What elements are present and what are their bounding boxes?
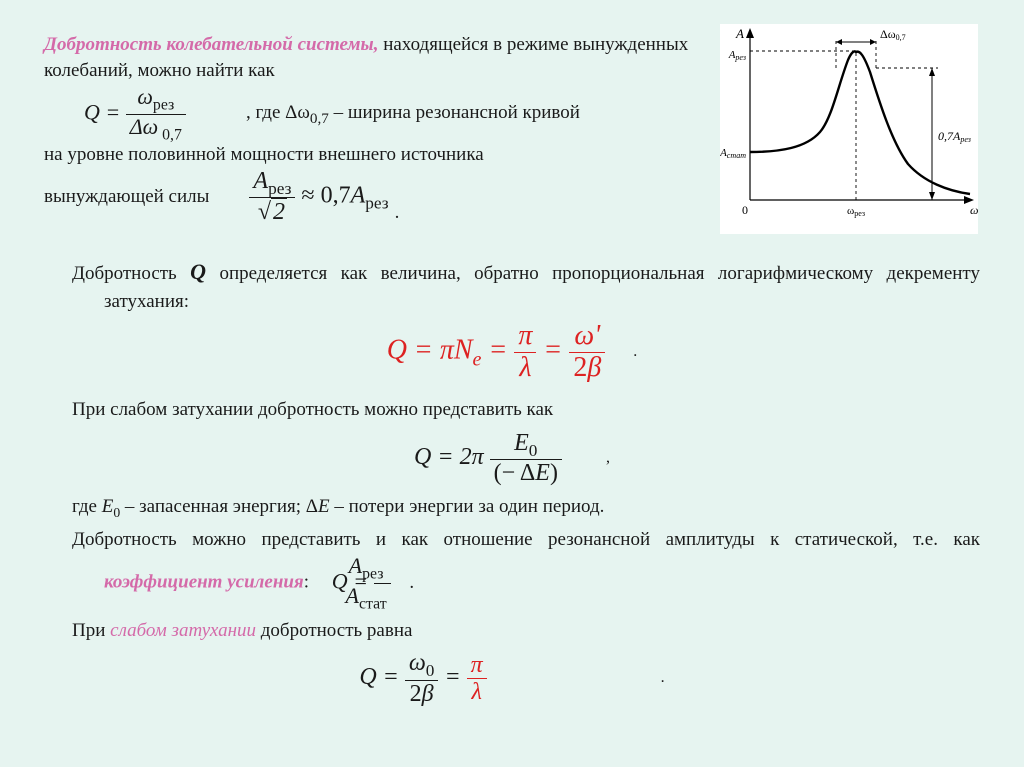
pew-dE: E bbox=[318, 496, 330, 517]
f1-num-sub: рез bbox=[153, 97, 174, 114]
pg-colon: : bbox=[304, 572, 309, 593]
fr-frac2: ω' 22ββ bbox=[569, 321, 605, 384]
ff-period: . bbox=[661, 669, 665, 686]
formula-red-row: Q = πNe = π λ = ω' 22ββ . bbox=[44, 321, 980, 384]
fr1-num: π bbox=[514, 321, 536, 353]
ff-frac1: ω0 2β bbox=[405, 650, 439, 707]
para-def-Q: Q bbox=[190, 259, 206, 284]
para-def-lead: Добротность bbox=[72, 263, 190, 284]
arez-num: A bbox=[253, 168, 268, 194]
pew-mid: – запасенная энергия; Δ bbox=[120, 496, 318, 517]
fe-dm: − Δ bbox=[502, 460, 536, 486]
fr-eq1: = bbox=[488, 335, 514, 366]
arez-approx: ≈ 0,7 bbox=[301, 182, 350, 208]
fr1-den: λ bbox=[514, 353, 536, 384]
formula-gain: Q = Aрез Aстат bbox=[364, 554, 391, 613]
fe-dr: ) bbox=[550, 460, 558, 486]
formula-q-row: Q = ωрез Δω 0,7 , где Δω0,7 – ширина рез… bbox=[44, 85, 714, 144]
formula-q-lhs: Q = ωрез Δω 0,7 bbox=[84, 85, 186, 144]
fe-num: E bbox=[514, 430, 529, 456]
pew-pre: где bbox=[72, 496, 102, 517]
q-eq-text: Q = bbox=[84, 100, 120, 125]
f1-den: Δω bbox=[130, 114, 158, 139]
ff-eq: = bbox=[444, 664, 466, 690]
forcing-text: вынуждающей силы bbox=[44, 184, 209, 210]
ff2-num: π bbox=[467, 652, 487, 679]
fg-dsub: стат bbox=[359, 595, 387, 612]
resonance-svg: A ω 0 ωрез Aрез Aстат Δω0,7 0,7Aрез bbox=[720, 24, 978, 234]
fr-ne-sub: e bbox=[473, 349, 482, 371]
pew-post: – потери энергии за один период. bbox=[330, 496, 605, 517]
fg-den: A bbox=[346, 583, 359, 608]
arez-num-sub: рез bbox=[268, 178, 291, 197]
x-axis-label: ω bbox=[970, 203, 978, 217]
where-post-1: – ширина резонансной кривой bbox=[329, 102, 580, 123]
fg-num: A bbox=[349, 553, 362, 578]
fe-dl: ( bbox=[494, 460, 502, 486]
pew-E0: E bbox=[102, 496, 114, 517]
fr-frac1: π λ bbox=[514, 321, 536, 384]
ff-lhs: Q = bbox=[359, 664, 405, 690]
origin-label: 0 bbox=[742, 203, 748, 217]
f1-num: ω bbox=[137, 84, 153, 109]
para-weak: При слабом затухании добротность можно п… bbox=[44, 396, 980, 424]
where-sub: 0,7 bbox=[310, 110, 329, 127]
fe-comma: , bbox=[606, 449, 610, 466]
arez-A: A bbox=[351, 182, 366, 208]
fr2-num: ω' bbox=[569, 321, 605, 353]
frac-arez-root2: Aрез √2 bbox=[249, 168, 295, 226]
where-text: , где Δω0,7 – ширина резонансной кривой bbox=[246, 100, 580, 129]
pg-lead: Добротность можно представить и как отно… bbox=[72, 529, 980, 550]
half-power-line: на уровне половинной мощности внешнего и… bbox=[44, 142, 714, 168]
fr-eq2: = bbox=[543, 335, 569, 366]
y-axis-label: A bbox=[735, 26, 744, 41]
para-gain: Добротность можно представить и как отно… bbox=[44, 526, 980, 612]
intro-text-column: Добротность колебательной системы, наход… bbox=[44, 32, 714, 226]
pg-pink: коэффициент усиления bbox=[104, 572, 304, 593]
slide-page: Добротность колебательной системы, наход… bbox=[0, 0, 1024, 733]
intro-paragraph: Добротность колебательной системы, наход… bbox=[44, 32, 714, 83]
para-def-rest: определяется как величина, обратно пропо… bbox=[104, 263, 980, 312]
para-energy-where: где E0 – запасенная энергия; ΔE – потери… bbox=[44, 493, 980, 523]
para-weak2: При слабом затухании добротность равна bbox=[44, 617, 980, 645]
fr-period: . bbox=[633, 343, 637, 360]
arez-row: вынуждающей силы Aрез √2 ≈ 0,7Aрез . bbox=[44, 168, 714, 226]
fe-de: E bbox=[535, 460, 550, 486]
formula-arez: Aрез √2 ≈ 0,7Aрез bbox=[249, 168, 388, 226]
pw2-pre: При bbox=[72, 620, 110, 641]
ff-frac2: π λ bbox=[467, 652, 487, 706]
ff2-den: λ bbox=[467, 679, 487, 705]
fg-nsub: рез bbox=[362, 565, 383, 582]
fe-num-sub: 0 bbox=[529, 440, 538, 459]
formula-energy: Q = 2π E0 (− ΔE) bbox=[414, 430, 562, 487]
ff1-nsub: 0 bbox=[426, 661, 435, 680]
fg-frac: Aрез Aстат bbox=[374, 554, 391, 613]
pw2-post: добротность равна bbox=[256, 620, 412, 641]
f1-den-sub: 0,7 bbox=[158, 126, 182, 143]
ff1-num: ω bbox=[409, 650, 426, 676]
formula-final: Q = ω0 2β = π λ bbox=[359, 650, 486, 707]
top-row: Добротность колебательной системы, наход… bbox=[44, 32, 980, 234]
intro-pink-lead: Добротность колебательной системы, bbox=[44, 34, 378, 55]
fe-lhs: Q = 2π bbox=[414, 444, 484, 470]
pw2-pink: слабом затухании bbox=[110, 620, 256, 641]
formula-energy-row: Q = 2π E0 (− ΔE) , bbox=[44, 430, 980, 487]
fr-qeq: Q = πN bbox=[387, 335, 473, 366]
resonance-chart: A ω 0 ωрез Aрез Aстат Δω0,7 0,7Aрез bbox=[720, 24, 980, 234]
fe-frac: E0 (− ΔE) bbox=[490, 430, 562, 487]
where-pre: , где Δω bbox=[246, 102, 310, 123]
fg-period: . bbox=[409, 572, 414, 593]
formula-final-row: Q = ω0 2β = π λ . bbox=[44, 650, 980, 707]
frac-wres-dw: ωрез Δω 0,7 bbox=[126, 85, 186, 144]
formula-red: Q = πNe = π λ = ω' 22ββ bbox=[387, 321, 606, 384]
para-def: Добротность Q определяется как величина,… bbox=[44, 256, 980, 315]
arez-period: . bbox=[395, 200, 400, 226]
arez-A-sub: рез bbox=[365, 193, 388, 212]
